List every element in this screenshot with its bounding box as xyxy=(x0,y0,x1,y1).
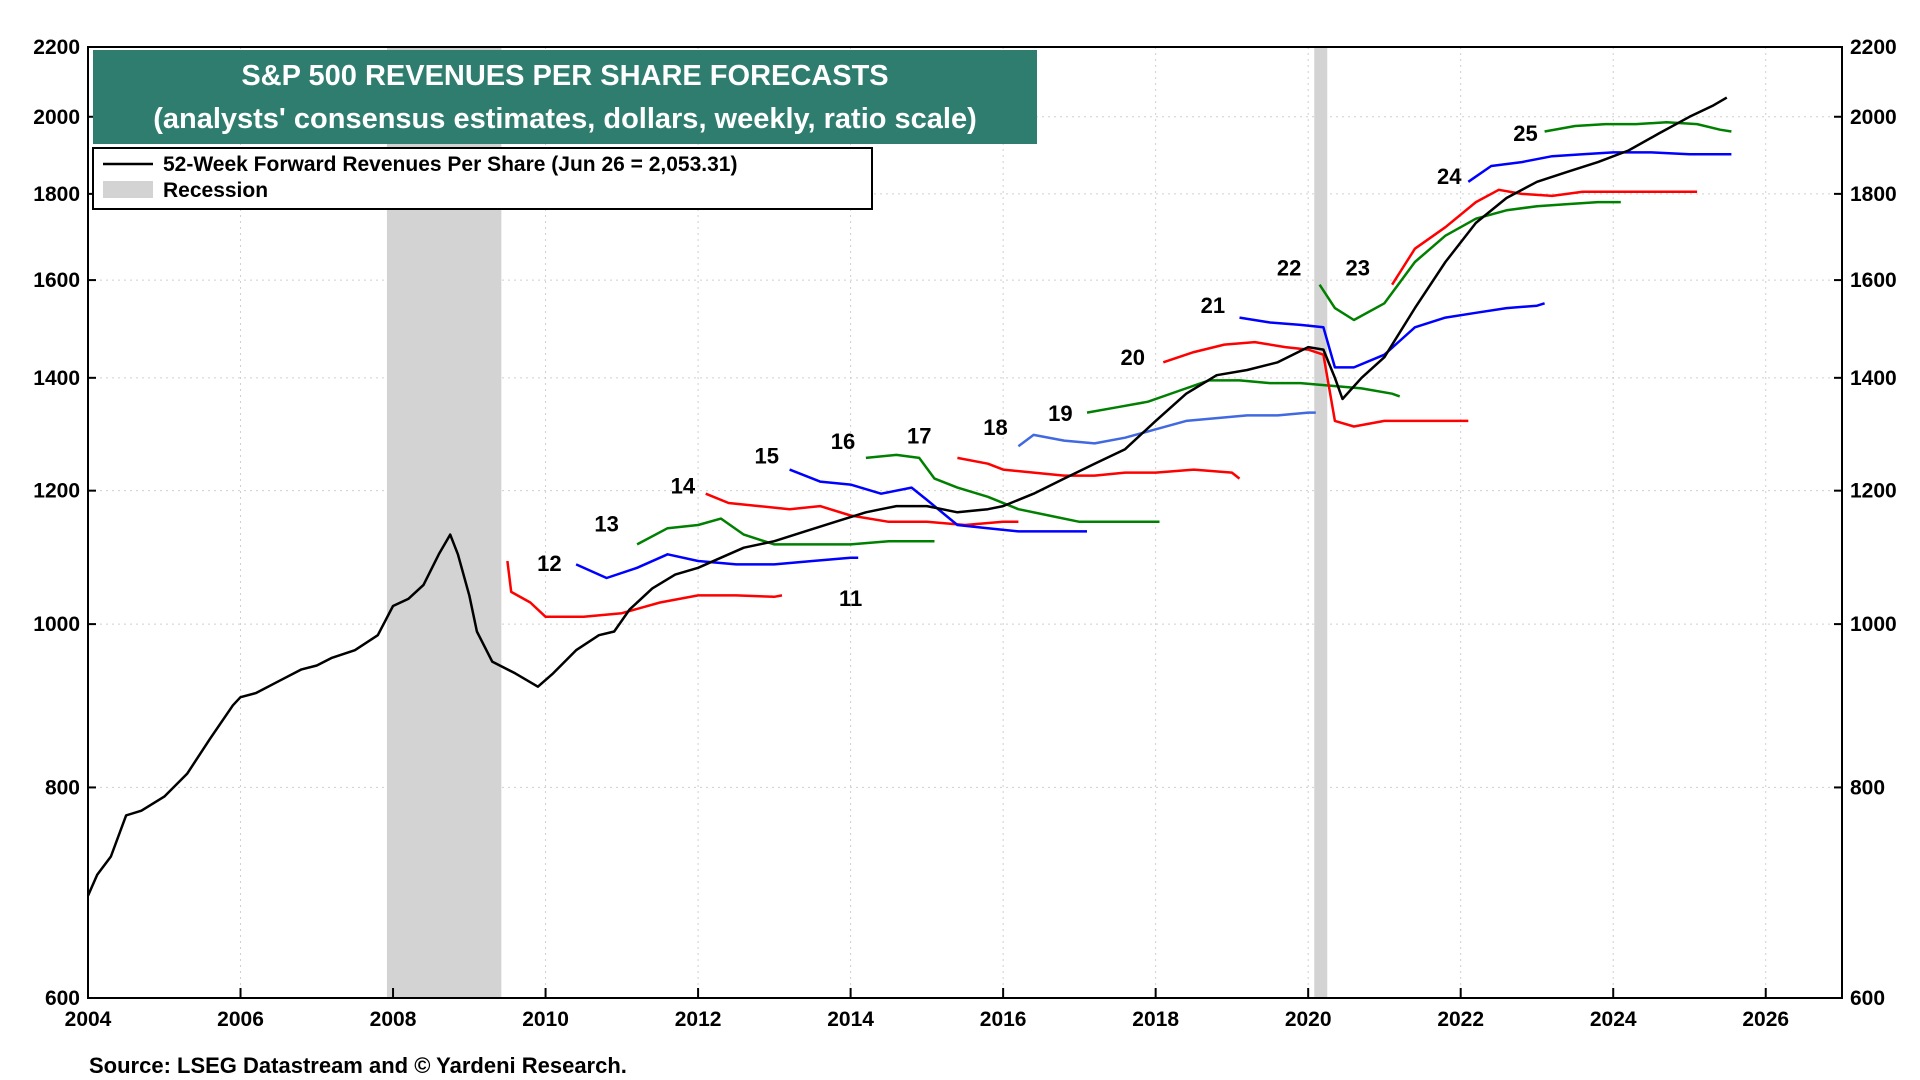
forecast-label-20: 20 xyxy=(1121,345,1145,370)
ytick-label-right-600: 600 xyxy=(1850,987,1885,1010)
forecast-line-18 xyxy=(1017,411,1316,448)
xtick-label-2026: 2026 xyxy=(1742,1008,1789,1031)
legend-label-recession: Recession xyxy=(163,179,268,202)
forecast-line-16 xyxy=(865,453,1160,524)
ytick-label-right-1800: 1800 xyxy=(1850,183,1897,206)
forecast-line-17 xyxy=(957,456,1241,480)
chart-subtitle: (analysts' consensus estimates, dollars,… xyxy=(153,103,977,135)
xtick-label-2018: 2018 xyxy=(1132,1008,1179,1031)
xtick-label-2020: 2020 xyxy=(1285,1008,1332,1031)
forecast-label-22: 22 xyxy=(1277,256,1301,281)
ytick-label-left-1600: 1600 xyxy=(33,269,80,292)
forecast-line-23 xyxy=(1391,188,1698,286)
forecast-line-11 xyxy=(506,560,783,619)
forecast-line-20 xyxy=(1162,340,1469,428)
ytick-label-left-2200: 2200 xyxy=(33,36,80,59)
ytick-label-right-2000: 2000 xyxy=(1850,106,1897,129)
xtick-label-2016: 2016 xyxy=(980,1008,1027,1031)
ytick-label-right-800: 800 xyxy=(1850,776,1885,799)
ytick-label-left-1000: 1000 xyxy=(33,613,80,636)
ytick-label-left-600: 600 xyxy=(45,987,80,1010)
legend-swatch-recession xyxy=(103,181,153,198)
forecast-line-14 xyxy=(705,492,1019,527)
axes: 600 600 800 800 1000 1000 1200 1200 1400 1400 1600… xyxy=(33,36,1896,1031)
recession-band-2 xyxy=(1314,47,1328,998)
forecast-label-14: 14 xyxy=(671,474,696,499)
chart-title: S&P 500 REVENUES PER SHARE FORECASTS xyxy=(241,60,888,92)
plot-frame xyxy=(87,46,1843,999)
ytick-label-right-1200: 1200 xyxy=(1850,480,1897,503)
ytick-label-right-1000: 1000 xyxy=(1850,613,1897,636)
xtick-label-2006: 2006 xyxy=(217,1008,264,1031)
series-lines xyxy=(86,96,1732,897)
xtick-label-2008: 2008 xyxy=(370,1008,417,1031)
forecast-line-24 xyxy=(1467,151,1732,183)
xtick-label-2010: 2010 xyxy=(522,1008,569,1031)
forecast-label-13: 13 xyxy=(594,511,618,536)
forward-revenues-line xyxy=(86,96,1728,897)
xtick-label-2022: 2022 xyxy=(1437,1008,1484,1031)
forecast-label-25: 25 xyxy=(1513,121,1537,146)
forecast-line-15 xyxy=(789,468,1087,533)
source-note: Source: LSEG Datastream and © Yardeni Re… xyxy=(89,1053,627,1078)
forecast-label-19: 19 xyxy=(1048,401,1072,426)
legend-label-forward: 52-Week Forward Revenues Per Share (Jun … xyxy=(163,153,737,176)
ytick-label-right-1400: 1400 xyxy=(1850,367,1897,390)
ytick-label-left-1400: 1400 xyxy=(33,367,80,390)
forecast-label-11: 11 xyxy=(839,586,862,611)
forecast-line-22 xyxy=(1318,200,1621,322)
xtick-label-2004: 2004 xyxy=(65,1008,112,1031)
forecast-line-12 xyxy=(575,553,859,580)
forecast-label-24: 24 xyxy=(1437,164,1462,189)
forecast-line-25 xyxy=(1544,121,1732,133)
title-box: S&P 500 REVENUES PER SHARE FORECASTS (an… xyxy=(93,50,1037,144)
xtick-label-2014: 2014 xyxy=(827,1008,874,1031)
forecast-label-15: 15 xyxy=(754,444,778,469)
forecast-line-19 xyxy=(1086,379,1401,414)
forecast-line-21 xyxy=(1239,302,1545,369)
xtick-label-2024: 2024 xyxy=(1590,1008,1637,1031)
ytick-label-right-2200: 2200 xyxy=(1850,36,1897,59)
ytick-label-left-1800: 1800 xyxy=(33,183,80,206)
forecast-label-18: 18 xyxy=(983,415,1007,440)
ytick-label-left-2000: 2000 xyxy=(33,106,80,129)
ytick-label-left-800: 800 xyxy=(45,776,80,799)
xtick-label-2012: 2012 xyxy=(675,1008,722,1031)
forecast-label-12: 12 xyxy=(537,551,561,576)
ytick-label-left-1200: 1200 xyxy=(33,480,80,503)
forecast-line-13 xyxy=(636,517,935,546)
legend: 52-Week Forward Revenues Per Share (Jun … xyxy=(92,147,873,210)
forecast-label-21: 21 xyxy=(1201,293,1225,318)
forecast-label-17: 17 xyxy=(907,423,931,448)
ytick-label-right-1600: 1600 xyxy=(1850,269,1897,292)
forecast-label-16: 16 xyxy=(831,429,855,454)
series-labels: 11 12 13 14 15 16 17 18 19 20 21 22 23 24 25 xyxy=(537,121,1538,611)
forecast-label-23: 23 xyxy=(1346,256,1370,281)
